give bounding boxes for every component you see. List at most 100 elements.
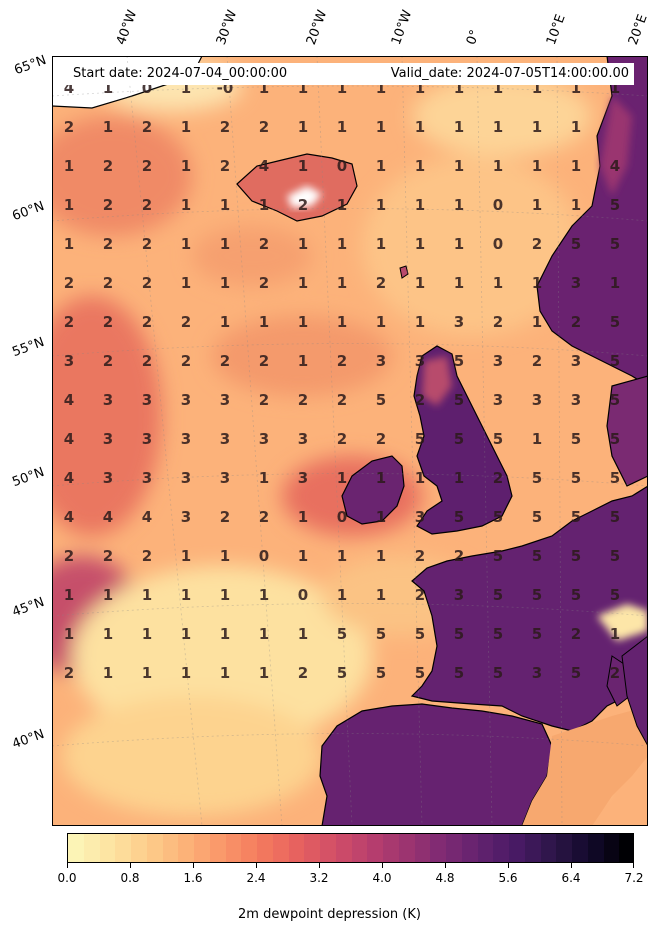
lat-label-40n: 40°N (10, 726, 47, 753)
grid-value: 1 (337, 274, 347, 292)
colorbar-tick (508, 863, 509, 868)
grid-value: 3 (142, 391, 152, 409)
grid-value: 5 (571, 469, 581, 487)
grid-value: 0 (298, 586, 308, 604)
grid-value: 5 (610, 586, 620, 604)
grid-value: 5 (532, 625, 542, 643)
grid-value: 0 (337, 157, 347, 175)
grid-value: 1 (454, 196, 464, 214)
grid-value: 5 (337, 664, 347, 682)
lat-label-45n: 45°N (10, 594, 47, 621)
dewpoint-depression-map: 4 1 0 1 -0 1 1 1 1 1 1 1 1 1 12 1 2 1 2 2 1 1 1 1 1 1 1 11 2 2 1 2 4 1 0 1 1… (52, 56, 648, 826)
grid-value: 1 (337, 118, 347, 136)
grid-value: 1 (376, 547, 386, 565)
grid-value: 3 (103, 391, 113, 409)
iberia-land (319, 703, 553, 826)
colorbar-swatch (83, 834, 101, 862)
grid-value: 5 (337, 625, 347, 643)
colorbar-swatch (540, 834, 557, 862)
grid-value: 1 (259, 586, 269, 604)
grid-value: 1 (415, 196, 425, 214)
colorbar-ticks: 0.0 0.8 1.6 2.4 3.2 4.0 4.8 5.6 6.4 7.2 (57, 863, 644, 893)
denmark-land (606, 375, 648, 487)
grid-value: 1 (220, 547, 230, 565)
grid-value: 5 (571, 235, 581, 253)
grid-value: 5 (571, 508, 581, 526)
grid-value: 1 (415, 157, 425, 175)
grid-value: 1 (298, 157, 308, 175)
lon-label-10w: 10°W (388, 8, 416, 47)
grid-value: 2 (376, 430, 386, 448)
colorbar-swatch (257, 834, 274, 862)
grid-value: 3 (220, 430, 230, 448)
grid-value: 5 (610, 469, 620, 487)
grid-value: 1 (376, 196, 386, 214)
grid-value: 1 (493, 274, 503, 292)
colorbar-tick (130, 863, 131, 868)
grid-value: 1 (415, 79, 425, 97)
grid-value: 3 (571, 274, 581, 292)
grid-value: 2 (298, 196, 308, 214)
grid-value: 3 (181, 508, 191, 526)
colorbar-swatch (461, 834, 479, 862)
grid-value: 2 (181, 313, 191, 331)
grid-value: 1 (181, 157, 191, 175)
grid-value: 2 (610, 664, 620, 682)
grid-value: 4 (64, 79, 74, 97)
grid-value: 5 (610, 313, 620, 331)
grid-value: 3 (493, 391, 503, 409)
grid-value: 1 (532, 79, 542, 97)
colorbar-swatch (351, 834, 368, 862)
grid-values-layer: 4 1 0 1 -0 1 1 1 1 1 1 1 1 1 12 1 2 1 2 2 1 1 1 1 1 1 1 11 2 2 1 2 4 1 0 1 1… (64, 79, 620, 682)
lon-label-10e: 10°E (543, 12, 569, 48)
grid-value: 3 (454, 586, 464, 604)
grid-value: 1 (376, 79, 386, 97)
grid-value: 1 (181, 547, 191, 565)
grid-value: 4 (610, 157, 620, 175)
grid-value: 1 (415, 235, 425, 253)
lat-label-60n: 60°N (10, 198, 47, 225)
grid-value: 2 (220, 352, 230, 370)
grid-value: 3 (454, 313, 464, 331)
colorbar-swatch (194, 834, 211, 862)
colorbar-tick-label: 7.2 (624, 871, 644, 885)
colorbar-tick (445, 863, 446, 868)
grid-value: 3 (64, 352, 74, 370)
grid-value: 5 (571, 430, 581, 448)
grid-value: 3 (181, 391, 191, 409)
grid-value: 1 (493, 118, 503, 136)
grid-value: 5 (610, 508, 620, 526)
grid-value: 5 (454, 391, 464, 409)
colorbar-title: 2m dewpoint depression (K) (238, 907, 421, 922)
grid-value: 0 (142, 79, 152, 97)
grid-value: 1 (259, 469, 269, 487)
grid-value: 1 (571, 157, 581, 175)
grid-value: 1 (181, 274, 191, 292)
grid-value: 1 (532, 157, 542, 175)
grid-value: 5 (454, 664, 464, 682)
grid-value: 5 (415, 430, 425, 448)
grid-value: 3 (571, 352, 581, 370)
scandinavia-patches (600, 96, 632, 196)
grid-value: 4 (64, 430, 74, 448)
grid-value: 2 (571, 625, 581, 643)
grid-value: 2 (532, 352, 542, 370)
grid-value: 2 (103, 547, 113, 565)
grid-value: 5 (493, 508, 503, 526)
grid-value: 2 (298, 391, 308, 409)
grid-value: 2 (259, 274, 269, 292)
colorbar-swatch (68, 834, 85, 862)
grid-value: 0 (259, 547, 269, 565)
grid-value: 2 (142, 157, 152, 175)
grid-value: 1 (298, 235, 308, 253)
colorbar-swatch (335, 834, 353, 862)
map-border (52, 56, 648, 826)
grid-value: 1 (298, 352, 308, 370)
grid-value: 1 (181, 586, 191, 604)
colorbar-swatch (587, 834, 605, 862)
grid-value: 1 (298, 313, 308, 331)
grid-value: 1 (376, 157, 386, 175)
map-panel: 4 1 0 1 -0 1 1 1 1 1 1 1 1 1 1 2 1 2 1 2 2 1 1 1 1 1 1 1 1 1 2 2 1 2 4 1 0 1 1… (52, 56, 648, 826)
grid-value: 1 (259, 196, 269, 214)
grid-value: 1 (532, 274, 542, 292)
